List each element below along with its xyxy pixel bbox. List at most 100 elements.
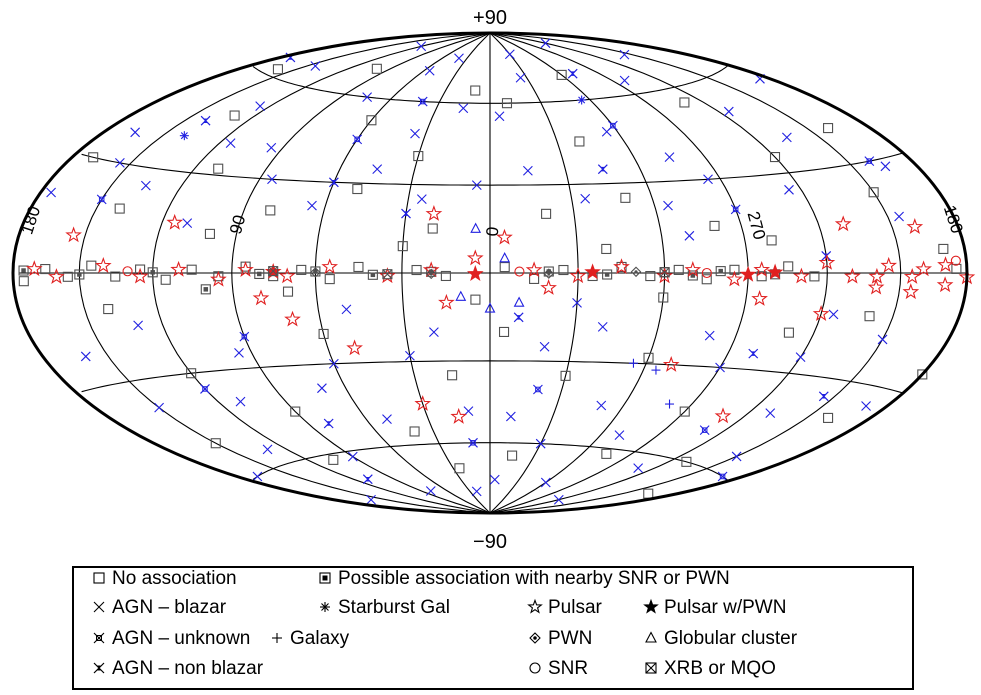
data-point: [114, 203, 125, 214]
data-point: [427, 223, 438, 234]
data-point: [371, 63, 382, 74]
data-point: [620, 192, 631, 203]
legend-label-asterisk: Starburst Gal: [338, 597, 450, 618]
data-point: [630, 266, 642, 278]
source-markers: [18, 38, 976, 505]
legend-box: [72, 566, 914, 690]
map-outline: [11, 31, 969, 515]
lon-label-right: 180: [940, 203, 967, 236]
data-point: [540, 38, 551, 49]
data-point: [323, 418, 334, 429]
data-point: [703, 174, 713, 185]
data-point: [324, 274, 335, 285]
data-point: [867, 278, 885, 295]
parallel-line: [252, 442, 729, 482]
data-point: [413, 150, 424, 162]
data-point: [328, 358, 339, 369]
data-point: [409, 426, 420, 437]
data-point: [662, 355, 680, 372]
series-asterisk: [179, 95, 587, 141]
data-point: [310, 267, 321, 278]
data-point: [154, 402, 164, 413]
data-point: [454, 53, 464, 64]
data-point: [658, 292, 669, 303]
data-point: [522, 165, 533, 176]
data-point: [130, 127, 141, 138]
series-x-box: [96, 96, 875, 482]
data-point: [699, 425, 710, 436]
data-point: [915, 260, 932, 277]
data-point: [766, 263, 784, 280]
data-point: [906, 218, 924, 235]
data-point: [401, 208, 411, 219]
data-point: [556, 69, 567, 80]
data-point: [656, 267, 673, 284]
data-point: [310, 61, 321, 71]
data-point: [450, 407, 468, 424]
data-point: [307, 200, 317, 211]
data-point: [429, 327, 439, 338]
data-point: [18, 276, 29, 287]
data-point: [596, 400, 607, 411]
data-point: [753, 260, 771, 277]
lon-label-left: 180: [17, 204, 44, 237]
series-plus: [628, 358, 675, 409]
data-point: [701, 274, 712, 285]
data-point: [262, 444, 273, 455]
legend-label-x: AGN – blazar: [112, 597, 227, 618]
data-point: [40, 264, 51, 275]
data-point: [715, 266, 726, 277]
legend-label-square-dot: Possible association with nearby SNR or …: [338, 568, 730, 589]
data-point: [543, 268, 555, 279]
data-point: [553, 494, 564, 505]
data-point: [818, 253, 836, 270]
data-point: [494, 111, 505, 122]
legend-symbol-triangle: [645, 631, 657, 643]
data-point: [282, 286, 294, 297]
data-point: [513, 312, 524, 323]
data-point: [362, 92, 373, 103]
series-diamond-dot: [310, 266, 642, 280]
data-point: [416, 41, 427, 52]
data-point: [540, 279, 557, 295]
data-point: [170, 260, 187, 277]
data-point: [366, 115, 377, 126]
data-point: [235, 396, 246, 407]
data-point: [131, 267, 149, 284]
data-point: [602, 269, 613, 280]
data-point: [160, 274, 171, 285]
data-point: [504, 49, 515, 60]
legend-label-triangle: Globular cluster: [664, 628, 798, 649]
data-point: [470, 294, 481, 305]
data-point: [496, 228, 513, 245]
parallel-line: [252, 64, 729, 104]
data-point: [704, 330, 715, 341]
data-point: [766, 235, 777, 246]
data-point: [470, 85, 481, 96]
data-point: [834, 215, 852, 232]
data-point: [499, 262, 510, 273]
data-point: [213, 163, 224, 174]
data-point: [454, 463, 465, 474]
data-point: [730, 204, 741, 215]
data-point: [765, 408, 776, 418]
data-point: [541, 208, 552, 219]
data-point: [254, 268, 265, 279]
series-star: [25, 205, 976, 424]
data-point: [781, 132, 792, 143]
data-point: [200, 284, 211, 295]
data-point: [664, 152, 675, 162]
data-point: [937, 256, 954, 273]
data-point: [643, 488, 654, 499]
data-point: [417, 96, 428, 107]
data-point: [645, 270, 656, 282]
data-point: [484, 302, 496, 313]
data-point: [405, 350, 415, 361]
data-point: [525, 261, 543, 278]
data-point: [717, 471, 728, 482]
data-point: [234, 347, 244, 358]
data-point: [416, 194, 427, 205]
data-point: [726, 270, 743, 287]
data-point: [458, 103, 469, 114]
